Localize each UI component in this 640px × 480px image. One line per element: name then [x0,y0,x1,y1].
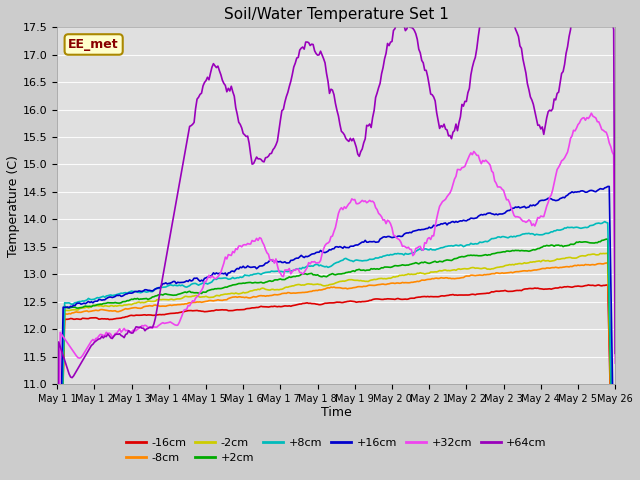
Text: EE_met: EE_met [68,38,119,51]
Title: Soil/Water Temperature Set 1: Soil/Water Temperature Set 1 [224,7,449,22]
X-axis label: Time: Time [321,407,351,420]
Legend: -16cm, -8cm, -2cm, +2cm, +8cm, +16cm, +32cm, +64cm: -16cm, -8cm, -2cm, +2cm, +8cm, +16cm, +3… [121,433,551,468]
Y-axis label: Temperature (C): Temperature (C) [7,155,20,257]
